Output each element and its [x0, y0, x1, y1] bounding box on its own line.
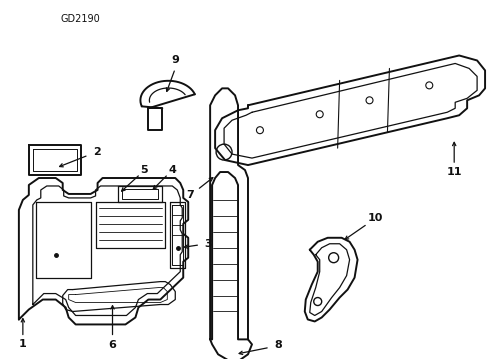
Text: 2: 2 — [93, 147, 100, 157]
Text: 10: 10 — [368, 213, 383, 223]
Text: 5: 5 — [141, 165, 148, 175]
Text: 11: 11 — [446, 167, 462, 177]
Text: 4: 4 — [169, 165, 176, 175]
Text: 3: 3 — [204, 239, 212, 249]
Text: 8: 8 — [274, 340, 282, 350]
Text: 6: 6 — [109, 340, 117, 350]
Text: 7: 7 — [186, 190, 194, 200]
Text: GD2190: GD2190 — [61, 14, 100, 24]
Text: 1: 1 — [19, 339, 27, 349]
Text: 9: 9 — [172, 55, 179, 66]
